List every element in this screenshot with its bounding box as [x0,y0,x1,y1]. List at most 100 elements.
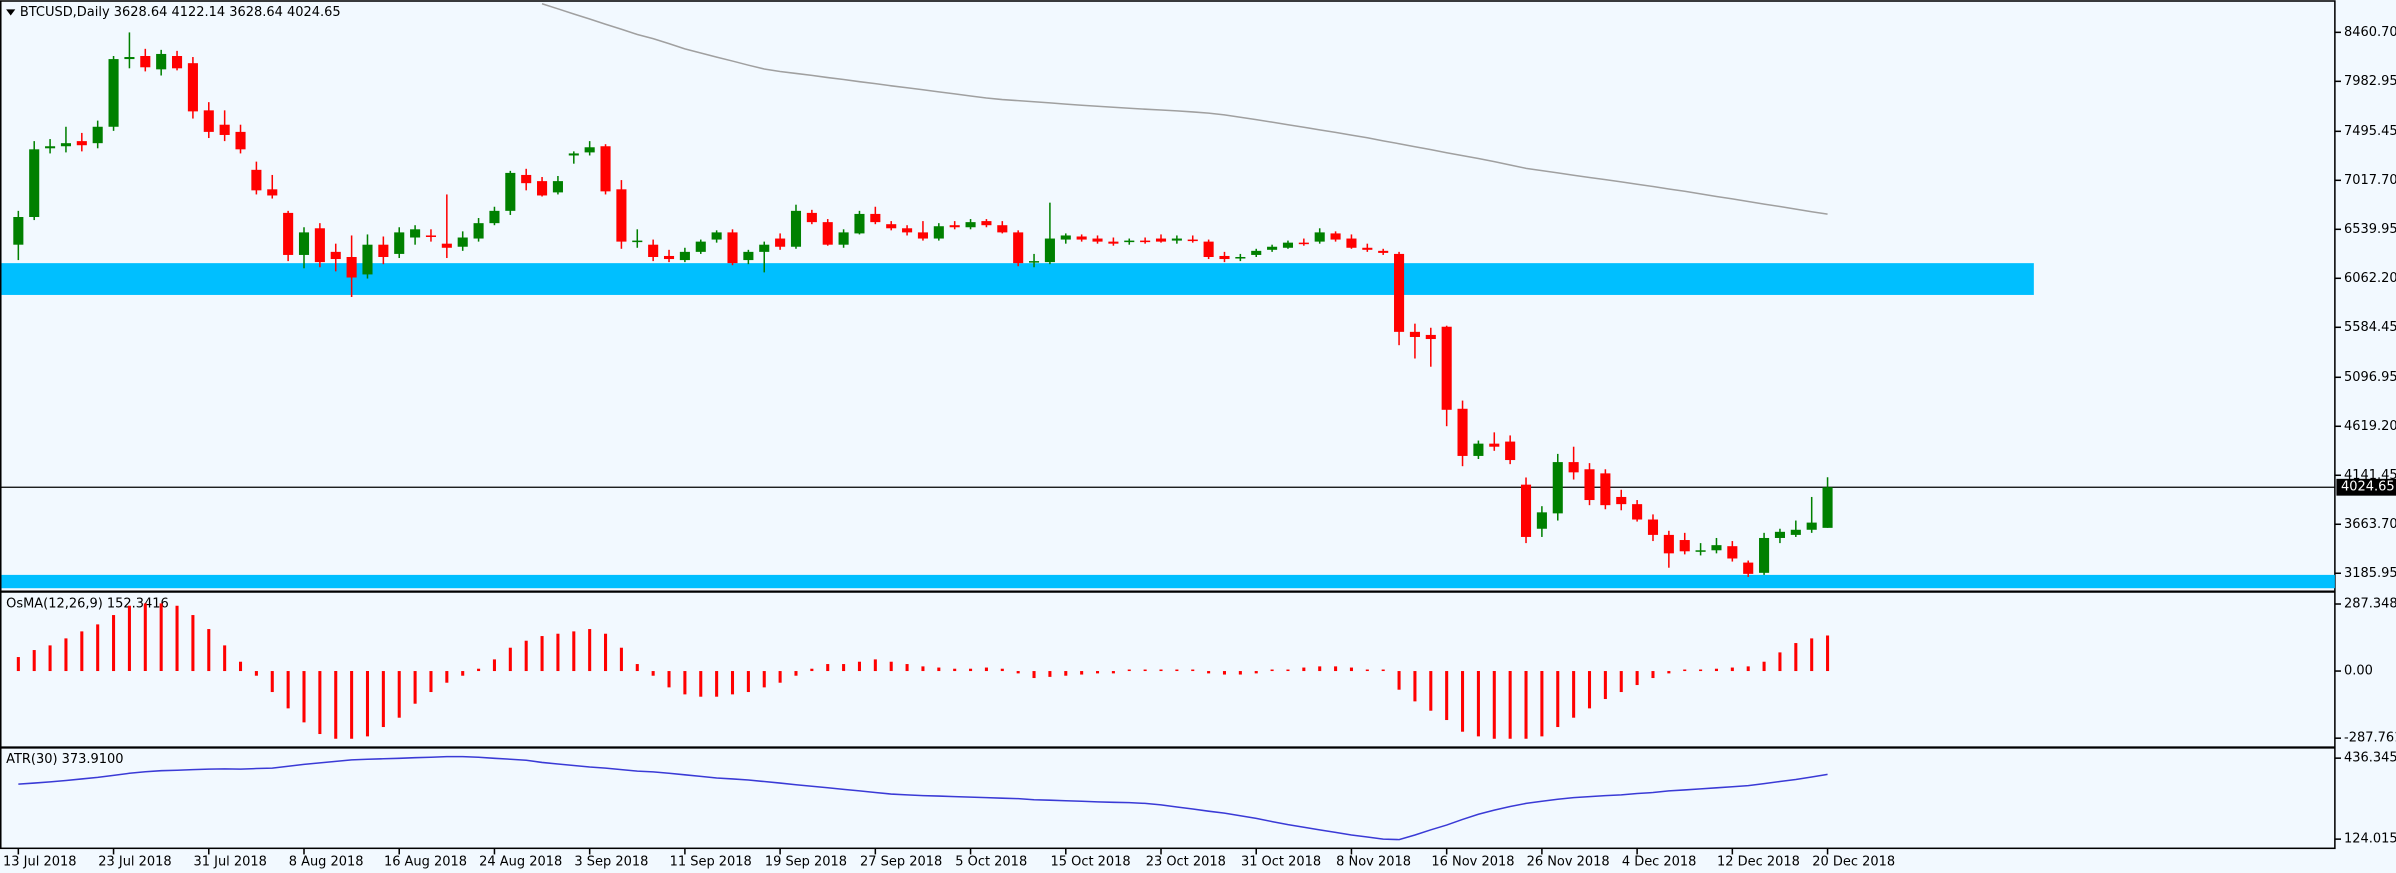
candle-body [346,256,357,278]
candle-body [854,213,865,234]
candle-body [283,212,294,255]
candle-body [92,126,103,144]
y-tick-label: 287.348 [2344,597,2396,612]
y-tick-label: 4619.20 [2344,419,2396,434]
candle-body [1552,462,1563,514]
candle-body [1489,443,1500,447]
y-tick-label: 3185.95 [2344,566,2396,581]
candle-body [806,212,817,223]
candle-body [1060,235,1071,240]
candle-body [1362,247,1373,250]
candle-body [1108,241,1119,244]
candle-body [1600,473,1611,506]
y-tick-label: 5584.45 [2344,320,2396,335]
candle-body [124,57,135,60]
candle-body [1536,512,1547,529]
candle-body [1346,238,1357,248]
candle-body [743,251,754,261]
x-tick-label: 16 Aug 2018 [384,855,467,870]
candle-body [949,225,960,228]
candle-body [600,146,611,192]
candle-body [1251,250,1262,255]
candle-body [917,232,928,239]
candle-body [1711,545,1722,551]
y-tick-label: 6539.95 [2344,222,2396,237]
candle-body [1140,240,1151,243]
candle-body [378,244,389,257]
x-tick-label: 12 Dec 2018 [1717,855,1800,870]
candle-body [886,224,897,229]
x-tick-label: 31 Jul 2018 [194,855,267,870]
candle-body [1473,443,1484,456]
candle-body [441,243,452,248]
candle-body [314,228,325,263]
candle-body [330,251,341,260]
candle-body [790,210,802,247]
candle-body [997,225,1008,233]
candle-body [1013,232,1024,264]
x-tick-label: 16 Nov 2018 [1431,855,1514,870]
y-tick-label: 3663.70 [2344,517,2396,532]
y-tick-label: 7495.45 [2344,124,2396,139]
x-tick-label: 8 Aug 2018 [289,855,364,870]
candle-body [537,181,548,196]
x-tick-label: 4 Dec 2018 [1622,855,1697,870]
candle-body [235,131,246,150]
x-tick-label: 3 Sep 2018 [574,855,648,870]
x-tick-label: 19 Sep 2018 [765,855,847,870]
indicator-line [18,755,1828,841]
candle-body [1267,246,1278,250]
candle-body [1743,562,1754,574]
plot-frame [0,0,2336,850]
candle-body [711,232,722,240]
menu-arrow [6,9,16,16]
candle-body [1822,487,1833,528]
candle-body [1790,529,1801,535]
candle-body [552,181,563,193]
candle-body [1647,519,1659,535]
candle-body [1632,504,1643,520]
y-tick-label: 7017.70 [2344,173,2396,188]
candle-body [1282,242,1294,248]
y-tick-label: 7982.95 [2344,74,2396,89]
x-tick-label: 15 Oct 2018 [1051,855,1131,870]
x-tick-label: 27 Sep 2018 [860,855,942,870]
candle-body [1124,240,1135,243]
x-tick-label: 20 Dec 2018 [1812,855,1895,870]
candle-body [1171,238,1182,241]
candle-body [1727,546,1738,559]
x-tick-label: 31 Oct 2018 [1241,855,1321,870]
candle-body [1187,239,1198,242]
candle-body [1505,441,1516,461]
candle-body [1695,550,1706,552]
candle-body [1759,537,1770,573]
candle-body [1330,233,1341,240]
candle-body [45,146,56,149]
current-price-box [2336,478,2396,496]
candle-body [1425,334,1436,340]
x-tick-label: 23 Oct 2018 [1146,855,1226,870]
candle-body [1441,326,1452,410]
candle-body [13,217,24,245]
candle-body [1774,531,1785,538]
x-tick-label: 5 Oct 2018 [955,855,1027,870]
candle-body [489,210,500,224]
candle-body [1028,261,1040,263]
candle-body [219,124,230,135]
candle-body [76,141,87,146]
candle-body [1568,462,1579,473]
candle-body [457,237,468,247]
moving-average [541,3,1828,215]
y-tick-label: 436.3455 [2344,751,2396,766]
candle-body [505,172,516,211]
candle-body [203,110,214,132]
candle-body [156,53,167,70]
candle-body [663,255,675,260]
candle-body [838,232,849,245]
candle-body [727,232,738,264]
x-tick-label: 23 Jul 2018 [98,855,171,870]
candle-body [1092,238,1103,242]
zone [1,263,2034,295]
